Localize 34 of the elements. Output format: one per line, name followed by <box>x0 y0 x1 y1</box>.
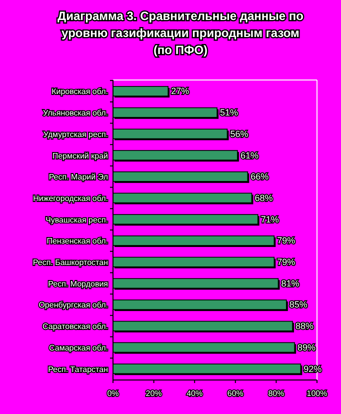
data-label: 71% <box>260 214 279 224</box>
y-tick-label: Кировская обл. <box>52 87 108 96</box>
y-tick-label: Оренбургская обл. <box>38 300 108 310</box>
y-tick-label: Пензенская обл. <box>46 236 108 246</box>
data-label: 88% <box>296 321 314 332</box>
data-label: 61% <box>240 150 258 160</box>
y-tick-label: Респ. Марий Эл <box>48 172 108 182</box>
y-tick-label: Чувашская респ. <box>46 215 108 224</box>
data-label: 68% <box>254 192 273 203</box>
x-tick-label: 20% <box>146 389 162 398</box>
y-tick-label: Самарская обл. <box>49 343 108 352</box>
data-label: 79% <box>277 257 296 268</box>
x-tick-label: 100% <box>306 389 328 398</box>
data-label: 51% <box>220 108 238 118</box>
x-tick-label: 0% <box>107 389 119 398</box>
data-label: 85% <box>289 300 308 310</box>
x-tick-label: 40% <box>186 389 203 398</box>
y-tick-label: Саратовская обл. <box>42 322 108 332</box>
chart-title: Диаграмма 3. Сравнительные данные по уровню газификации природным газом (по ПФО) <box>58 9 304 57</box>
data-label: 81% <box>281 278 300 288</box>
y-tick-label: Респ. Мордовия <box>48 279 108 288</box>
data-label: 56% <box>230 128 248 139</box>
data-label: 66% <box>250 172 269 182</box>
x-tick-label: 80% <box>268 389 284 398</box>
y-tick-label: Удмуртская респ. <box>43 130 108 139</box>
data-label: 79% <box>277 236 296 246</box>
y-tick-label: Ульяновская обл. <box>43 108 108 118</box>
y-tick-label: Нижегородская обл. <box>33 194 108 203</box>
data-label: 89% <box>298 342 316 352</box>
x-tick-label: 60% <box>227 389 244 398</box>
y-tick-label: Респ. Татарстан <box>48 364 108 374</box>
data-label: 27% <box>171 86 190 96</box>
y-tick-label: Респ. Башкортостан <box>32 258 108 268</box>
y-tick-label: Пермский край <box>52 151 108 160</box>
